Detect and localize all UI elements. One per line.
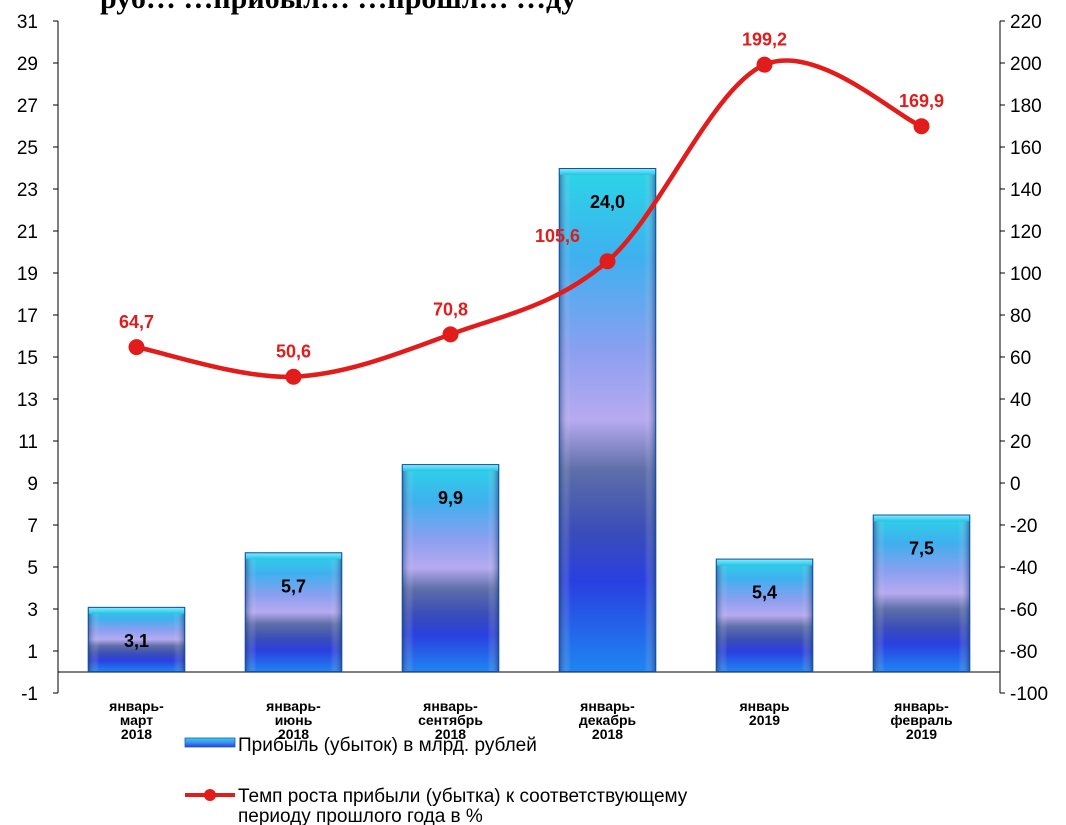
bar: [558, 168, 657, 672]
y-left-tick-label: 31: [17, 12, 38, 33]
line-point: [442, 326, 459, 343]
y-left-tick-label: 29: [17, 54, 38, 75]
bar-top: [715, 558, 814, 566]
y-right-tick-label: 100: [1010, 264, 1042, 285]
category-label: январь-февраль 2019: [890, 698, 953, 742]
bar-shade: [401, 464, 500, 672]
y-left-tick-label: 17: [17, 306, 38, 327]
line-point: [285, 368, 302, 385]
y-right-tick-label: 20: [1010, 432, 1031, 453]
bar-value-label: 24,0: [590, 192, 625, 212]
legend-line-marker: [204, 789, 216, 801]
bar-outline: [872, 514, 971, 672]
legend-bar-label: Прибыль (убыток) в млрд. рублей: [238, 735, 537, 756]
y-right-tick-label: 220: [1010, 12, 1042, 33]
bar: [715, 558, 814, 672]
axes: -1135791113151719212325272931-100-80-60-…: [17, 12, 1048, 705]
bar-top: [872, 514, 971, 522]
bar-value-label: 7,5: [909, 539, 934, 559]
y-left-tick-label: 25: [17, 138, 38, 159]
line-point: [599, 253, 616, 270]
line-data-labels: 64,7 50,6 70,8 105,6 199,2 169,9: [119, 30, 944, 362]
bar-shade: [872, 514, 971, 672]
y-left-tick-label: 23: [17, 180, 38, 201]
line-series: [128, 56, 930, 385]
chart-title: руб… …прибыл… …прошл… …ду: [100, 0, 576, 15]
y-right-tick-label: 180: [1010, 96, 1042, 117]
y-right-tick-label: -60: [1010, 600, 1037, 621]
bar: [244, 552, 343, 672]
category-label: январь-сентябрь 2018: [418, 698, 483, 742]
bar-data-labels: 3,1 5,7 9,9 24,0 5,4 7,5: [124, 192, 934, 651]
growth-rate-line: [136, 58, 923, 379]
bar-shade: [558, 168, 657, 672]
bar-outline: [244, 552, 343, 672]
y-right-tick-label: 140: [1010, 180, 1042, 201]
bar: [872, 514, 971, 672]
bar-shade: [715, 558, 814, 672]
y-right-tick-label: 60: [1010, 348, 1031, 369]
line-point: [128, 339, 145, 356]
bar-top: [87, 606, 186, 614]
y-right-tick-label: 160: [1010, 138, 1042, 159]
bar-value-label: 5,4: [752, 583, 777, 603]
bar: [87, 606, 186, 673]
bar-outline: [401, 464, 500, 672]
y-right-tick-label: 120: [1010, 222, 1042, 243]
line-value-label: 105,6: [535, 226, 580, 246]
y-left-tick-label: 21: [17, 222, 38, 243]
y-left-tick-label: -1: [21, 684, 38, 705]
line-value-label: 70,8: [433, 299, 468, 319]
line-point: [913, 118, 930, 135]
category-label: январь-декабрь 2018: [579, 698, 637, 742]
category-label: январь-июнь 2018: [266, 698, 321, 742]
legend-line-label-1: Темп роста прибыли (убытка) к соответств…: [238, 786, 688, 807]
bar-outline: [87, 606, 186, 673]
bar-top: [401, 464, 500, 472]
line-value-label: 169,9: [899, 91, 944, 111]
y-left-tick-label: 15: [17, 348, 38, 369]
bar-value-label: 9,9: [438, 488, 463, 508]
y-left-tick-label: 9: [27, 474, 38, 495]
bar-outline: [715, 558, 814, 672]
line-value-label: 50,6: [276, 342, 311, 362]
y-left-tick-label: 3: [27, 600, 38, 621]
legend-line-label-2: периоду прошлого года в %: [238, 806, 483, 825]
line-point: [756, 56, 773, 73]
line-value-label: 199,2: [742, 30, 787, 50]
y-right-tick-label: 40: [1010, 390, 1031, 411]
y-left-tick-label: 13: [17, 390, 38, 411]
bar-shade: [244, 552, 343, 672]
category-label: январь-март 2018: [109, 698, 164, 742]
bar-top: [244, 552, 343, 560]
bar-outline: [558, 168, 657, 672]
y-left-tick-label: 5: [27, 558, 38, 579]
category-label: январь 2019: [740, 698, 790, 728]
bar-series: [87, 168, 971, 673]
x-axis-categories: январь-март 2018 январь-июнь 2018 январь-сен…: [109, 698, 953, 742]
bar-value-label: 3,1: [124, 631, 149, 651]
y-right-tick-label: 200: [1010, 54, 1042, 75]
bar: [401, 464, 500, 672]
y-right-tick-label: -100: [1010, 684, 1048, 705]
y-left-tick-label: 7: [27, 516, 38, 537]
y-right-tick-label: -20: [1010, 516, 1037, 537]
y-right-tick-label: -40: [1010, 558, 1037, 579]
y-left-tick-label: 1: [27, 642, 38, 663]
y-right-tick-label: -80: [1010, 642, 1037, 663]
legend: Прибыль (убыток) в млрд. рублей Темп рос…: [184, 735, 688, 825]
bar-shade: [87, 606, 186, 672]
bar-value-label: 5,7: [281, 576, 306, 596]
y-left-tick-label: 27: [17, 96, 38, 117]
y-left-tick-label: 19: [17, 264, 38, 285]
y-left-tick-label: 11: [18, 432, 38, 453]
y-right-tick-label: 80: [1010, 306, 1031, 327]
y-right-tick-label: 0: [1010, 474, 1021, 495]
bar-top: [558, 168, 657, 175]
line-value-label: 64,7: [119, 312, 154, 332]
legend-bar-swatch: [184, 737, 236, 748]
